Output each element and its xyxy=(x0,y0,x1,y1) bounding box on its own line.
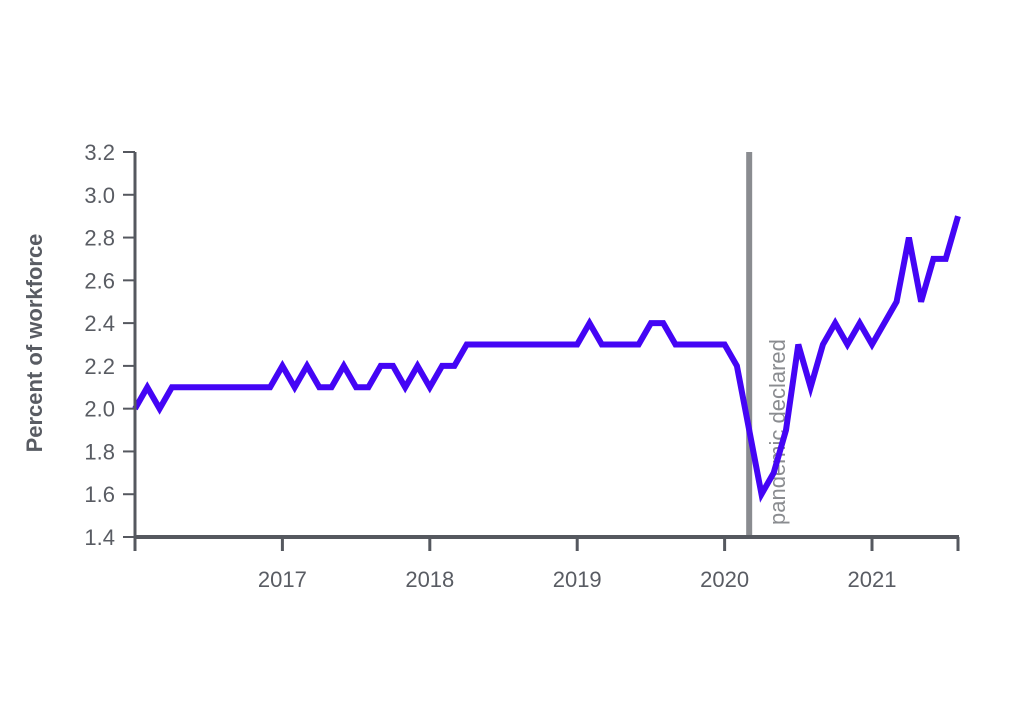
y-tick-label: 3.2 xyxy=(84,140,115,165)
y-tick-label: 3.0 xyxy=(84,183,115,208)
y-axis-title: Percent of workforce xyxy=(22,234,47,453)
y-tick-label: 1.4 xyxy=(84,525,115,550)
y-tick-label: 2.0 xyxy=(84,397,115,422)
x-tick-label: 2017 xyxy=(258,567,307,592)
y-tick-label: 2.2 xyxy=(84,354,115,379)
x-axis-ticks: 2017 2018 2019 2020 2021 xyxy=(135,537,958,592)
y-tick-label: 2.6 xyxy=(84,268,115,293)
y-tick-label: 1.8 xyxy=(84,439,115,464)
y-tick-label: 1.6 xyxy=(84,482,115,507)
y-tick-label: 2.4 xyxy=(84,311,115,336)
x-tick-label: 2018 xyxy=(405,567,454,592)
series-line xyxy=(135,216,958,494)
y-axis-ticks: 1.4 1.6 1.8 2.0 2.2 2.4 2.6 2.8 3.0 3.2 xyxy=(84,140,135,550)
x-tick-label: 2019 xyxy=(553,567,602,592)
x-tick-label: 2021 xyxy=(848,567,897,592)
series-group xyxy=(135,216,958,494)
x-tick-label: 2020 xyxy=(700,567,749,592)
y-tick-label: 2.8 xyxy=(84,226,115,251)
